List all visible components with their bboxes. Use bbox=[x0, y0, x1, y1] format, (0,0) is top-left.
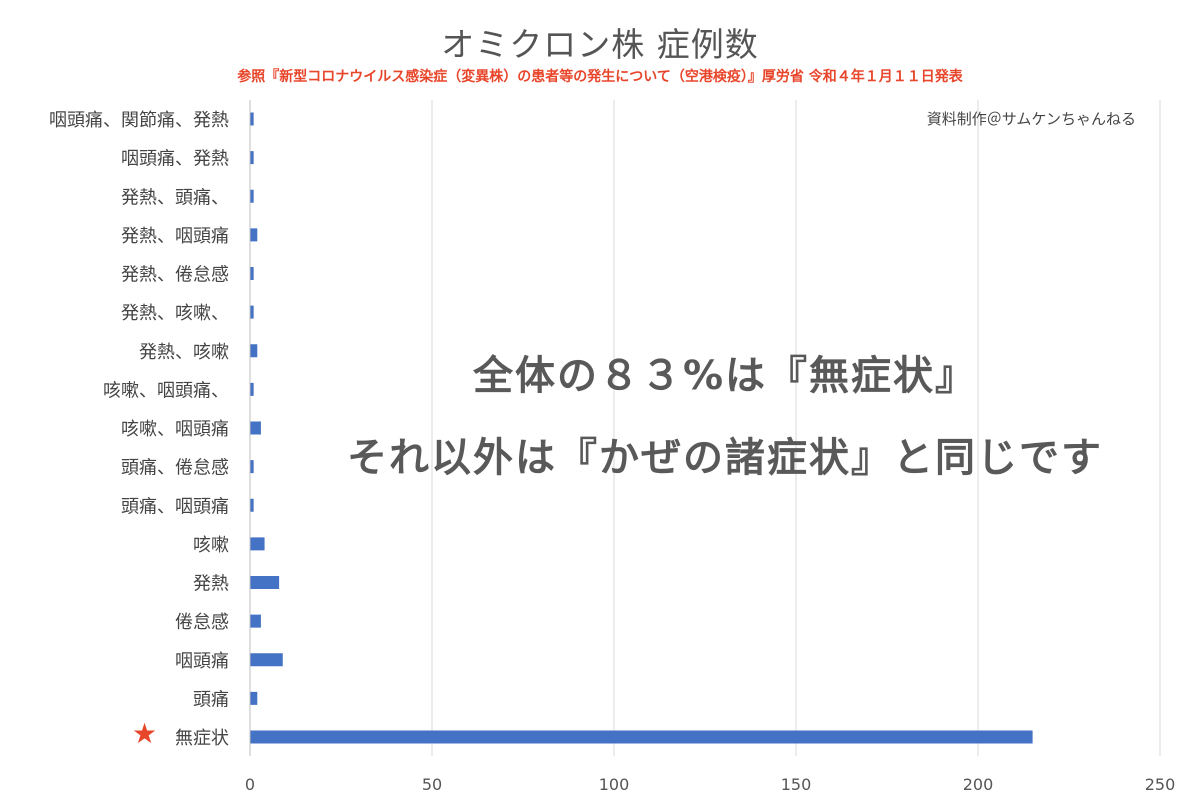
category-label: 咽頭痛 bbox=[175, 651, 229, 672]
bar bbox=[250, 498, 254, 512]
bar bbox=[250, 537, 265, 551]
chart-subtitle: 参照『新型コロナウイルス感染症（変異株）の患者等の発生について（空港検疫）』厚労… bbox=[237, 69, 963, 85]
x-tick-label: 150 bbox=[781, 775, 812, 794]
category-label: 咳嗽、咽頭痛 bbox=[121, 419, 229, 440]
category-label: 発熱、咽頭痛 bbox=[121, 226, 229, 247]
bar bbox=[250, 576, 280, 589]
category-label: 発熱 bbox=[193, 574, 229, 595]
category-label: 咳嗽 bbox=[193, 535, 229, 556]
bar bbox=[250, 653, 283, 667]
highlight-star-icon: ★ bbox=[132, 717, 158, 750]
bar bbox=[250, 267, 254, 280]
x-tick-label: 100 bbox=[599, 775, 630, 794]
category-label: 咽頭痛、関節痛、発熱 bbox=[49, 110, 229, 131]
category-label: 頭痛、咽頭痛 bbox=[121, 496, 229, 517]
bar bbox=[250, 189, 254, 203]
bar bbox=[250, 112, 254, 126]
bar bbox=[250, 151, 254, 165]
category-label: 頭痛、倦怠感 bbox=[121, 458, 229, 479]
x-tick-label: 200 bbox=[963, 775, 994, 794]
bar bbox=[250, 382, 254, 396]
bar bbox=[250, 228, 258, 242]
x-tick-label: 250 bbox=[1145, 775, 1176, 794]
annotation-cold-symptoms: それ以外は『かぜの諸症状』と同じです bbox=[347, 435, 1103, 481]
bar bbox=[250, 691, 258, 705]
x-tick-label: 50 bbox=[422, 775, 442, 794]
category-label: 頭痛 bbox=[193, 689, 229, 710]
bar bbox=[250, 421, 261, 435]
bar bbox=[250, 614, 261, 628]
bar bbox=[250, 344, 258, 358]
category-label: 無症状 bbox=[175, 728, 229, 749]
bar bbox=[250, 460, 254, 474]
category-label: 倦怠感 bbox=[175, 612, 229, 633]
bar bbox=[250, 730, 1033, 744]
bar bbox=[250, 305, 254, 319]
chart-title: オミクロン株 症例数 bbox=[441, 25, 759, 64]
credit-text: 資料制作＠サムケンちゃんねる bbox=[926, 110, 1136, 128]
category-label: 咽頭痛、発熱 bbox=[121, 149, 229, 170]
annotation-asymptomatic: 全体の８３%は『無症状』 bbox=[472, 353, 978, 399]
x-tick-label: 0 bbox=[245, 775, 255, 794]
category-label: 発熱、頭痛、 bbox=[121, 187, 229, 208]
category-label: 発熱、倦怠感 bbox=[121, 265, 229, 286]
category-label: 発熱、咳嗽 bbox=[139, 342, 229, 363]
category-label: 発熱、咳嗽、 bbox=[121, 303, 229, 324]
category-label: 咳嗽、咽頭痛、 bbox=[103, 380, 229, 401]
